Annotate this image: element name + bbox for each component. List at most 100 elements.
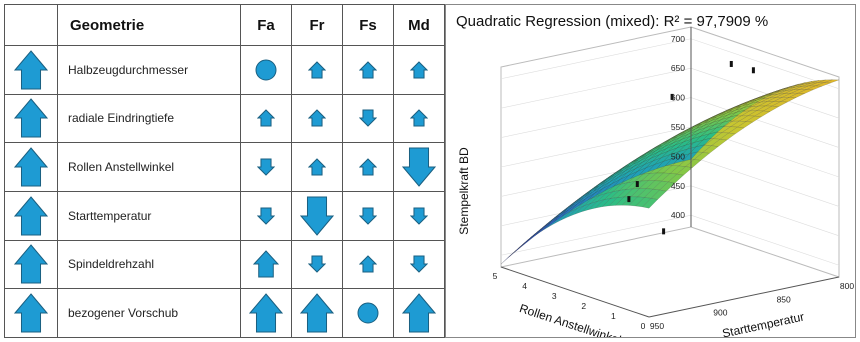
observation-point <box>627 196 631 203</box>
effect-cell-fa <box>240 190 292 241</box>
observation-point <box>729 60 733 67</box>
arrow-up-icon <box>402 293 436 333</box>
x-tick-label: 4 <box>522 281 527 291</box>
table-row: radiale Eindringtiefe <box>4 93 445 144</box>
row-icon-cell <box>4 142 58 192</box>
header-geometrie: Geometrie <box>57 4 241 46</box>
arrow-up-icon <box>308 158 326 176</box>
arrow-up-icon <box>14 98 48 138</box>
y-axis-line <box>648 276 840 318</box>
plot-title: Quadratic Regression (mixed): R² = 97,79… <box>456 13 769 30</box>
x-tick-label: 5 <box>493 271 498 281</box>
effect-cell-md <box>393 239 445 290</box>
surface-patch <box>500 250 517 265</box>
arrow-up-icon <box>308 61 326 79</box>
arrow-down-icon <box>410 255 428 274</box>
x-tick-label: 0 <box>641 321 646 331</box>
arrow-down-icon <box>359 109 377 128</box>
y-tick-label: 800 <box>840 281 854 291</box>
arrow-up-icon <box>359 158 377 176</box>
effect-cell-fa <box>240 288 292 338</box>
z-tick-label: 700 <box>671 34 685 44</box>
arrow-up-icon <box>249 293 283 333</box>
header-fs: Fs <box>342 4 394 46</box>
arrow-up-icon <box>14 50 48 90</box>
observation-point <box>662 228 666 235</box>
effect-cell-fs <box>342 190 394 241</box>
arrow-up-icon <box>14 293 48 333</box>
effect-cell-fa <box>240 93 292 144</box>
y-tick-label: 950 <box>650 321 664 331</box>
neutral-circle-icon <box>255 59 277 81</box>
effect-cell-md <box>393 190 445 241</box>
effect-cell-fs <box>342 239 394 290</box>
header-empty-cell <box>4 4 58 46</box>
effect-cell-md <box>393 288 445 338</box>
arrow-down-icon <box>359 207 377 225</box>
z-axis-label: Stempelkraft BD <box>457 147 471 235</box>
row-label: Spindeldrehzahl <box>57 239 241 290</box>
arrow-up-icon <box>308 109 326 127</box>
effect-cell-md <box>393 45 445 95</box>
effect-cell-fr <box>291 45 343 95</box>
y-tick-label: 900 <box>713 308 727 318</box>
arrow-down-icon <box>410 207 428 225</box>
table-row: Starttemperatur <box>4 190 445 241</box>
row-icon-cell <box>4 190 58 241</box>
observation-point <box>670 93 674 100</box>
row-label: bezogener Vorschub <box>57 288 241 338</box>
surface-chart: 400 450 500 550 600 650 700 5 4 3 2 1 0 950 900 850 800 S… <box>457 26 854 337</box>
arrow-down-icon <box>257 207 275 225</box>
row-label: Starttemperatur <box>57 190 241 241</box>
arrow-down-icon <box>402 147 436 187</box>
effect-cell-fs <box>342 142 394 192</box>
effect-cell-fa <box>240 45 292 95</box>
effect-cell-fa <box>240 142 292 192</box>
arrow-down-icon <box>300 196 334 236</box>
arrow-up-icon <box>359 61 377 79</box>
table-row: Spindeldrehzahl <box>4 239 445 290</box>
arrow-up-icon <box>257 109 275 127</box>
row-label: Halbzeugdurchmesser <box>57 45 241 95</box>
table-row: Halbzeugdurchmesser <box>4 45 445 95</box>
effect-cell-fs <box>342 45 394 95</box>
arrow-up-icon <box>14 244 48 284</box>
arrow-up-icon <box>410 61 428 79</box>
header-fa: Fa <box>240 4 292 46</box>
header-md: Md <box>393 4 445 46</box>
arrow-up-icon <box>14 147 48 187</box>
x-axis-label: Rollen Anstellwinkel <box>518 301 623 337</box>
effect-cell-fs <box>342 288 394 338</box>
effect-cell-fr <box>291 239 343 290</box>
effect-cell-fs <box>342 93 394 144</box>
regression-plot: Quadratic Regression (mixed): R² = 97,79… <box>445 4 856 338</box>
table-row: Rollen Anstellwinkel <box>4 142 445 192</box>
arrow-up-icon <box>410 109 428 127</box>
arrow-up-icon <box>253 250 279 278</box>
row-icon-cell <box>4 93 58 144</box>
effect-cell-md <box>393 93 445 144</box>
effect-cell-fr <box>291 142 343 192</box>
table-row: bezogener Vorschub <box>4 288 445 338</box>
header-fr: Fr <box>291 4 343 46</box>
arrow-down-icon <box>257 158 275 176</box>
y-axis-label: Starttemperatur <box>721 310 805 337</box>
row-icon-cell <box>4 239 58 290</box>
table-header-row: Geometrie Fa Fr Fs Md <box>4 4 445 46</box>
z-tick-label: 550 <box>671 122 685 132</box>
z-tick-label: 650 <box>671 63 685 73</box>
observation-point <box>751 67 755 74</box>
effect-cell-md <box>393 142 445 192</box>
z-tick-label: 400 <box>671 210 685 220</box>
effects-table: Geometrie Fa Fr Fs Md Halbzeugdurchmesse… <box>4 4 445 338</box>
effect-cell-fr <box>291 288 343 338</box>
neutral-circle-icon <box>357 302 379 324</box>
y-tick-label: 850 <box>777 294 791 304</box>
x-tick-label: 2 <box>581 301 586 311</box>
z-tick-label: 500 <box>671 151 685 161</box>
arrow-down-icon <box>308 255 326 274</box>
z-tick-label: 450 <box>671 181 685 191</box>
x-tick-label: 3 <box>552 291 557 301</box>
arrow-up-icon <box>14 196 48 236</box>
x-axis-line <box>500 266 650 318</box>
